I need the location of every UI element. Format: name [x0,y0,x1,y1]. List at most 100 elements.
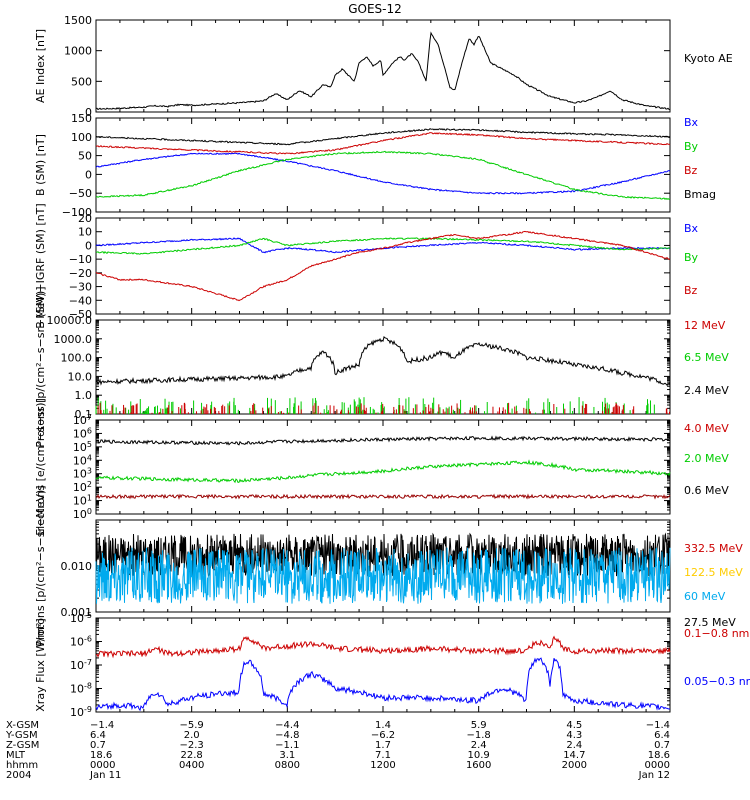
y-tick-label: 0 [85,106,92,119]
series-line-by [95,150,671,201]
y-tick-label: 105 [73,440,92,454]
table-cell: 22.8 [181,750,203,761]
legend-entry: 0.1−0.8 nm [684,627,749,640]
table-row-label: MLT [6,750,26,761]
panel-1: 0 500 1000 1500 AE Index [nT] Kyoto AE [34,14,733,119]
y-tick-label: −100 [62,206,92,219]
series-line-4-0-mev [95,493,671,500]
table-cell: 14.7 [563,750,585,761]
legend-entry: 2.4 MeV [684,384,729,397]
series-line-0-1-0-8-nm [95,635,671,659]
y-tick-label: 104 [73,453,92,467]
y-tick-label: 500 [71,75,92,88]
y-tick-label: −50 [69,187,92,200]
y-tick-label: 100.0 [61,352,93,365]
y-tick-label: −50 [69,308,92,321]
panel-4: 10000.0 1000.0 100.0 10.0 1.0 0.1 Protons [p/(… [34,286,729,447]
legend-entry: 122.5 MeV [684,566,743,579]
y-tick-label: 0 [85,168,92,181]
table-cell: 2000 [562,760,587,771]
legend-entry: By [684,140,699,153]
noise-series-27-5-mev [95,532,671,577]
panel-frame [95,19,671,113]
panel-6: 0.010 0.001 Protons [p/(cm²−s−sr−MeV)] 332.… [34,485,743,646]
legend-entry: 0.05−0.3 nm [684,675,750,688]
y-tick-label: 10 [78,226,92,239]
table-cell: 4.5 [566,720,582,731]
table-row-label: hhmm [6,760,38,771]
y-tick-label: 0.1 [75,408,93,421]
legend-entry: 0.6 MeV [684,484,729,497]
table-cell: Jan 11 [89,770,121,781]
legend-entry: Bz [684,284,698,297]
y-tick-label: −10 [69,253,92,266]
series-line-bmag [95,128,671,146]
y-tick-label: 100 [73,507,92,521]
y-tick-label: 0 [85,239,92,252]
table-cell: 1600 [466,760,491,771]
legend-entry: Bmag [684,188,716,201]
table-cell: −5.9 [180,720,204,731]
y-tick-label: 10-9 [70,705,92,719]
table-row-label: Y-GSM [5,730,38,741]
y-axis-label: Protons [p/(cm²−s−sr−MeV)] [34,286,47,447]
chart-title: GOES-12 [348,2,402,16]
table-cell: 6.4 [90,730,106,741]
series-line-bx [95,152,671,195]
y-tick-label: 10-8 [70,682,92,696]
legend-entry: 332.5 MeV [684,542,743,555]
table-cell: 0000 [90,760,115,771]
table-cell: 1.7 [375,740,391,751]
y-tick-label: 1.0 [75,389,93,402]
ephemeris-table: X-GSMY-GSMZ-GSMMLThhmm2004−1.46.40.718.6… [5,720,670,781]
legend-entry: 4.0 MeV [684,422,729,435]
legend-entry: By [684,251,699,264]
panel-7: 10-5 10-6 10-7 10-8 10-9 Xray Flux [W/m²] 0.1−… [34,611,750,719]
y-tick-label: 0.010 [61,560,93,573]
legend-entry: Kyoto AE [684,52,733,65]
series-line-2-4-mev [95,335,671,386]
y-axis-label: AE Index [nT] [34,29,47,103]
table-cell: −1.8 [467,730,491,741]
table-cell: 18.6 [648,750,670,761]
series-line-kyoto-ae [95,31,671,111]
table-cell: 0000 [645,760,670,771]
table-cell: 2.0 [184,730,200,741]
series-line-bz [95,230,671,302]
table-cell: −4.8 [275,730,299,741]
y-tick-label: 10-7 [70,658,92,672]
table-cell: 0.7 [90,740,106,751]
y-tick-label: 10-5 [70,611,92,625]
legend-entry: 27.5 MeV [684,616,736,629]
y-tick-label: −40 [69,294,92,307]
legend-entry: 12 MeV [684,319,726,332]
y-tick-label: −30 [69,281,92,294]
y-tick-label: 0.001 [61,606,93,619]
y-axis-label: Protons [p/(cm²−s−sr−MeV)] [34,485,47,646]
table-cell: 0.7 [654,740,670,751]
table-cell: 10.9 [468,750,490,761]
legend-entry: Bx [684,222,699,235]
series-line-by [95,237,671,255]
table-cell: 1.4 [375,720,391,731]
y-tick-label: 1000.0 [54,333,93,346]
y-tick-label: 10-6 [70,635,92,649]
table-cell: 0400 [179,760,204,771]
y-tick-label: 150 [71,112,92,125]
table-cell: 6.4 [654,730,670,741]
y-tick-label: 10.0 [68,370,93,383]
legend-entry: 2.0 MeV [684,452,729,465]
y-axis-label: Electrons [e/(cm²−s−sr)] [34,398,47,536]
y-tick-label: 1000 [64,45,92,58]
panel-frame [95,419,671,515]
y-tick-label: 50 [78,150,92,163]
table-cell: 3.1 [279,750,295,761]
table-cell: −4.4 [275,720,299,731]
series-line-bz [95,131,671,155]
y-tick-label: −20 [69,267,92,280]
table-row-label: Z-GSM [6,740,39,751]
table-row-label: 2004 [6,770,31,781]
